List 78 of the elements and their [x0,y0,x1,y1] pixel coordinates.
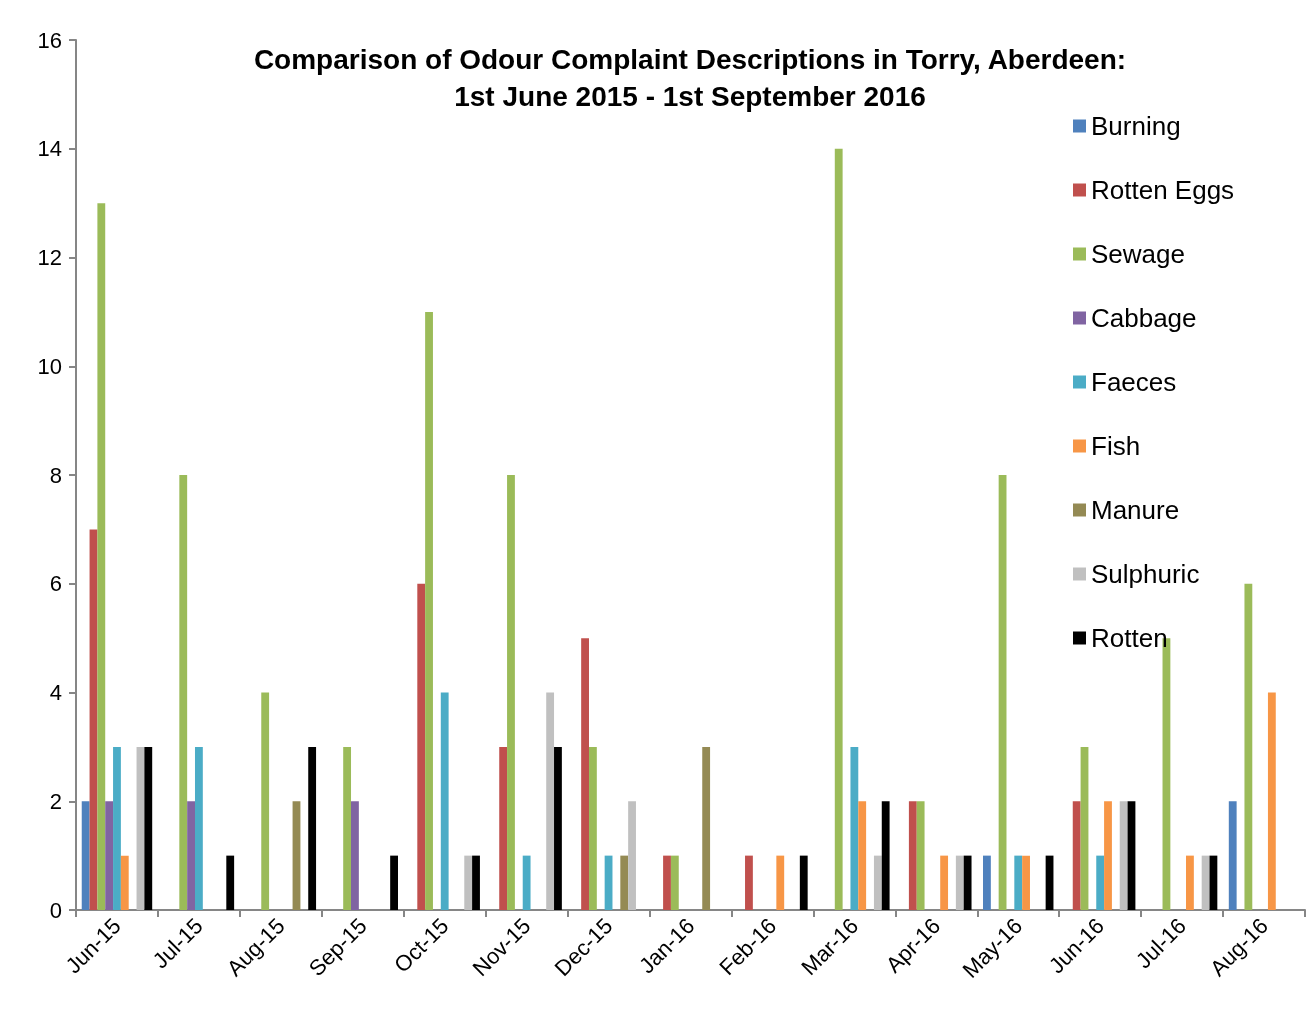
bar [983,855,991,910]
y-tick-label: 6 [49,571,62,597]
bar [908,801,917,910]
y-tick-label: 16 [37,27,62,53]
bar [620,855,629,910]
y-tick-label: 12 [37,245,62,270]
bar [1096,855,1105,910]
legend-label: Faeces [1091,367,1177,397]
bar [776,855,785,910]
bar [390,855,398,910]
legend-label: Fish [1091,431,1141,461]
bar [1104,801,1112,910]
bar [464,855,473,910]
bar [343,746,352,910]
bar [940,855,949,910]
bar [858,801,867,910]
bar [97,203,106,910]
bar [628,801,636,910]
bar [1127,801,1136,910]
bar [1022,855,1030,910]
bar [113,746,121,910]
legend-label: Burning [1091,111,1181,141]
bar [194,746,203,910]
bar [120,855,129,910]
bar [261,692,270,910]
bar [702,746,711,910]
bar [1228,801,1237,910]
bar [670,855,679,910]
bar [834,148,843,910]
bar [850,746,859,910]
y-tick-label: 10 [37,353,62,379]
bar [81,801,90,910]
legend-label: Rotten [1091,623,1168,653]
bar [554,746,562,910]
bar [1201,855,1210,910]
bar [916,801,925,910]
bar [417,583,426,910]
bar [663,855,671,910]
bar [308,746,317,910]
bar [546,692,555,910]
bar [144,746,153,910]
bar [440,692,449,910]
bar [1014,855,1023,910]
legend-label: Sulphuric [1091,559,1200,589]
bar [1186,855,1194,910]
bar [1244,583,1253,910]
bar [581,638,589,910]
bar [179,475,188,910]
y-tick-label: 8 [49,462,62,488]
bar [799,855,808,910]
y-tick-label: 0 [49,897,62,923]
bar [522,855,531,910]
text: Comparison of Odour Complaint Descriptions in Torry, Aberdeen: 1st June 2015 - 1st September 2016 [253,44,1127,112]
bar [499,746,508,910]
legend-label: Sewage [1091,239,1185,269]
legend-label: Rotten Eggs [1091,175,1235,205]
bar [187,801,195,910]
bar [105,801,114,910]
bar [955,855,964,910]
bar [472,855,480,910]
bar [745,855,753,910]
legend-label: Cabbage [1091,303,1197,333]
bar [507,475,515,910]
bar [873,855,882,910]
y-tick-label: 4 [49,680,62,705]
bar [963,855,972,910]
y-tick-label: 14 [37,136,62,162]
bar [1072,801,1081,910]
bar [1119,801,1128,910]
bar [881,801,890,910]
y-tick-label: 2 [49,788,62,814]
bar [351,801,359,910]
bar [292,801,301,910]
bar [226,855,235,910]
bar [1267,692,1276,910]
bar [425,311,433,910]
legend-label: Manure [1091,495,1180,525]
bar [588,746,597,910]
